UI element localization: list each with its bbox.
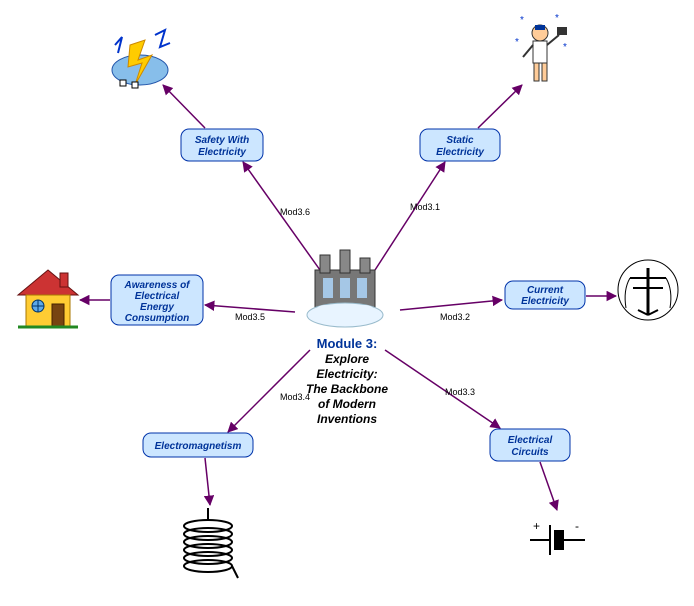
edge-label-5: Mod3.5 (235, 312, 265, 322)
svg-text:Current: Current (527, 285, 564, 296)
svg-text:+: + (533, 519, 540, 533)
edge-label-3: Mod3.3 (445, 387, 475, 397)
svg-text:Energy: Energy (140, 302, 174, 313)
center-line2: Electricity: (316, 367, 377, 381)
edge-circuits (385, 350, 500, 428)
svg-text:*: * (520, 15, 524, 26)
svg-text:Consumption: Consumption (125, 313, 189, 324)
svg-text:Electricity: Electricity (198, 147, 246, 158)
safety-icon (112, 30, 170, 88)
edge-electro (228, 350, 310, 432)
svg-text:Electricity: Electricity (436, 147, 484, 158)
center-line4: of Modern (318, 397, 376, 411)
center-title: Module 3: (317, 336, 378, 351)
node-awareness[interactable]: Awareness of Electrical Energy Consumpti… (111, 275, 203, 325)
svg-text:Awareness of: Awareness of (123, 280, 191, 291)
edge-circuits-icon (540, 462, 557, 510)
node-current[interactable]: Current Electricity (505, 281, 585, 309)
svg-text:Electrical: Electrical (508, 435, 553, 446)
edge-label-2: Mod3.2 (440, 312, 470, 322)
coil-icon (184, 508, 238, 578)
house-icon (18, 270, 78, 327)
svg-text:*: * (515, 37, 519, 48)
center-line5: Inventions (317, 412, 377, 426)
power-pole-icon (618, 260, 678, 320)
edge-label-1: Mod3.1 (410, 202, 440, 212)
svg-text:*: * (555, 13, 559, 24)
node-safety[interactable]: Safety With Electricity (181, 129, 263, 161)
edge-label-6: Mod3.6 (280, 207, 310, 217)
static-icon: * * * * (515, 13, 567, 81)
svg-text:*: * (563, 42, 567, 53)
svg-text:Static: Static (446, 135, 474, 146)
node-circuits[interactable]: Electrical Circuits (490, 429, 570, 461)
center-line1: Explore (325, 352, 369, 366)
node-static[interactable]: Static Electricity (420, 129, 500, 161)
node-electromagnetism[interactable]: Electromagnetism (143, 433, 253, 457)
svg-text:Circuits: Circuits (511, 447, 549, 458)
edge-electro-icon (205, 458, 210, 505)
edge-safety-icon (163, 85, 205, 128)
edge-static (375, 162, 445, 270)
concept-map: Mod3.1 Mod3.2 Mod3.3 Mod3.4 Mod3.5 Mod3.… (0, 0, 694, 606)
svg-text:Electromagnetism: Electromagnetism (155, 441, 242, 452)
svg-text:Safety With: Safety With (195, 135, 249, 146)
svg-text:Electrical: Electrical (135, 291, 180, 302)
edge-static-icon (478, 85, 522, 128)
center-node: Module 3: Explore Electricity: The Backb… (306, 336, 388, 426)
center-plant-icon (307, 250, 383, 327)
svg-text:Electricity: Electricity (521, 296, 569, 307)
edge-awareness (205, 305, 295, 312)
edge-current (400, 300, 502, 310)
battery-icon: + - (530, 519, 585, 555)
center-line3: The Backbone (306, 382, 388, 396)
svg-text:-: - (575, 519, 579, 533)
